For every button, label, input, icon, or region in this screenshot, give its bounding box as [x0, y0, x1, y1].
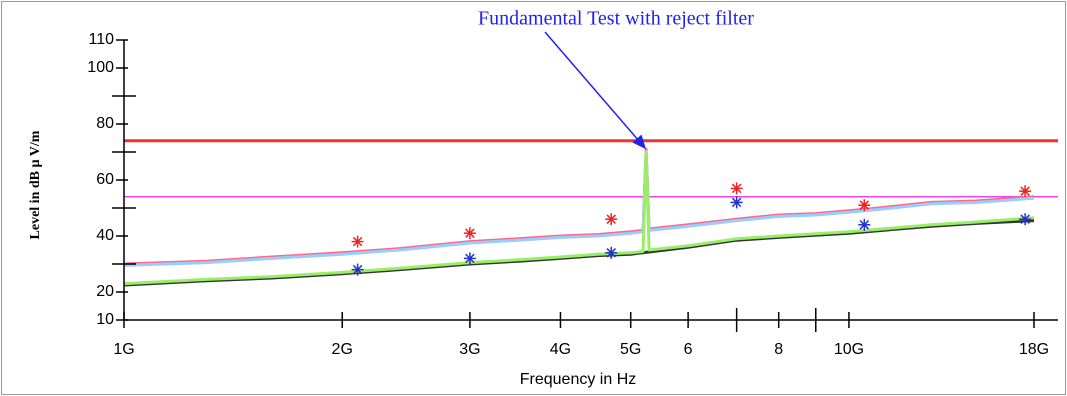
- marker-stroke: [465, 253, 475, 264]
- y-tick-label: 60: [96, 171, 114, 188]
- y-tick-label: 40: [96, 227, 114, 244]
- marker: [1019, 185, 1032, 198]
- y-tick-label: 100: [87, 59, 114, 76]
- y-axis-label: Level in dB µ V/m: [28, 130, 43, 239]
- x-tick-label: 10G: [834, 341, 864, 358]
- x-tick-label: 18G: [1019, 341, 1049, 358]
- marker-stroke: [1020, 214, 1030, 224]
- marker-stroke: [352, 264, 363, 275]
- marker: [858, 199, 871, 212]
- x-tick-label: 2G: [332, 341, 353, 358]
- marker-stroke: [352, 236, 363, 247]
- x-tick-label: 5G: [620, 341, 641, 358]
- y-tick-label: 110: [88, 31, 114, 48]
- marker: [730, 196, 743, 209]
- marker: [1019, 213, 1032, 226]
- marker-stroke: [1020, 186, 1030, 196]
- marker-stroke: [606, 214, 617, 224]
- x-tick-label: 3G: [459, 341, 480, 358]
- x-tick-label: 6: [684, 341, 693, 358]
- x-tick-label: 8: [774, 341, 783, 358]
- marker: [605, 246, 618, 259]
- trace: [123, 150, 1035, 286]
- marker: [351, 263, 364, 276]
- y-tick-label: 80: [96, 115, 114, 132]
- marker: [605, 213, 618, 226]
- x-axis-label: Frequency in Hz: [520, 371, 637, 388]
- marker-stroke: [465, 228, 475, 238]
- marker-stroke: [859, 220, 870, 230]
- annotation-text: Fundamental Test with reject filter: [478, 8, 754, 30]
- x-tick-label: 1G: [113, 341, 134, 358]
- x-tick-label: 4G: [550, 341, 571, 358]
- marker: [858, 218, 871, 231]
- y-tick-label: 20: [96, 283, 114, 300]
- marker: [463, 252, 476, 265]
- marker: [463, 227, 476, 240]
- y-tick-label: 10: [96, 311, 114, 328]
- marker-stroke: [859, 200, 870, 210]
- marker: [351, 235, 364, 248]
- annotation-arrow: [544, 31, 641, 143]
- marker-stroke: [606, 248, 617, 258]
- marker-stroke: [731, 183, 742, 194]
- annotation-arrowhead: [632, 134, 647, 150]
- marker: [730, 182, 743, 195]
- marker-stroke: [731, 197, 742, 208]
